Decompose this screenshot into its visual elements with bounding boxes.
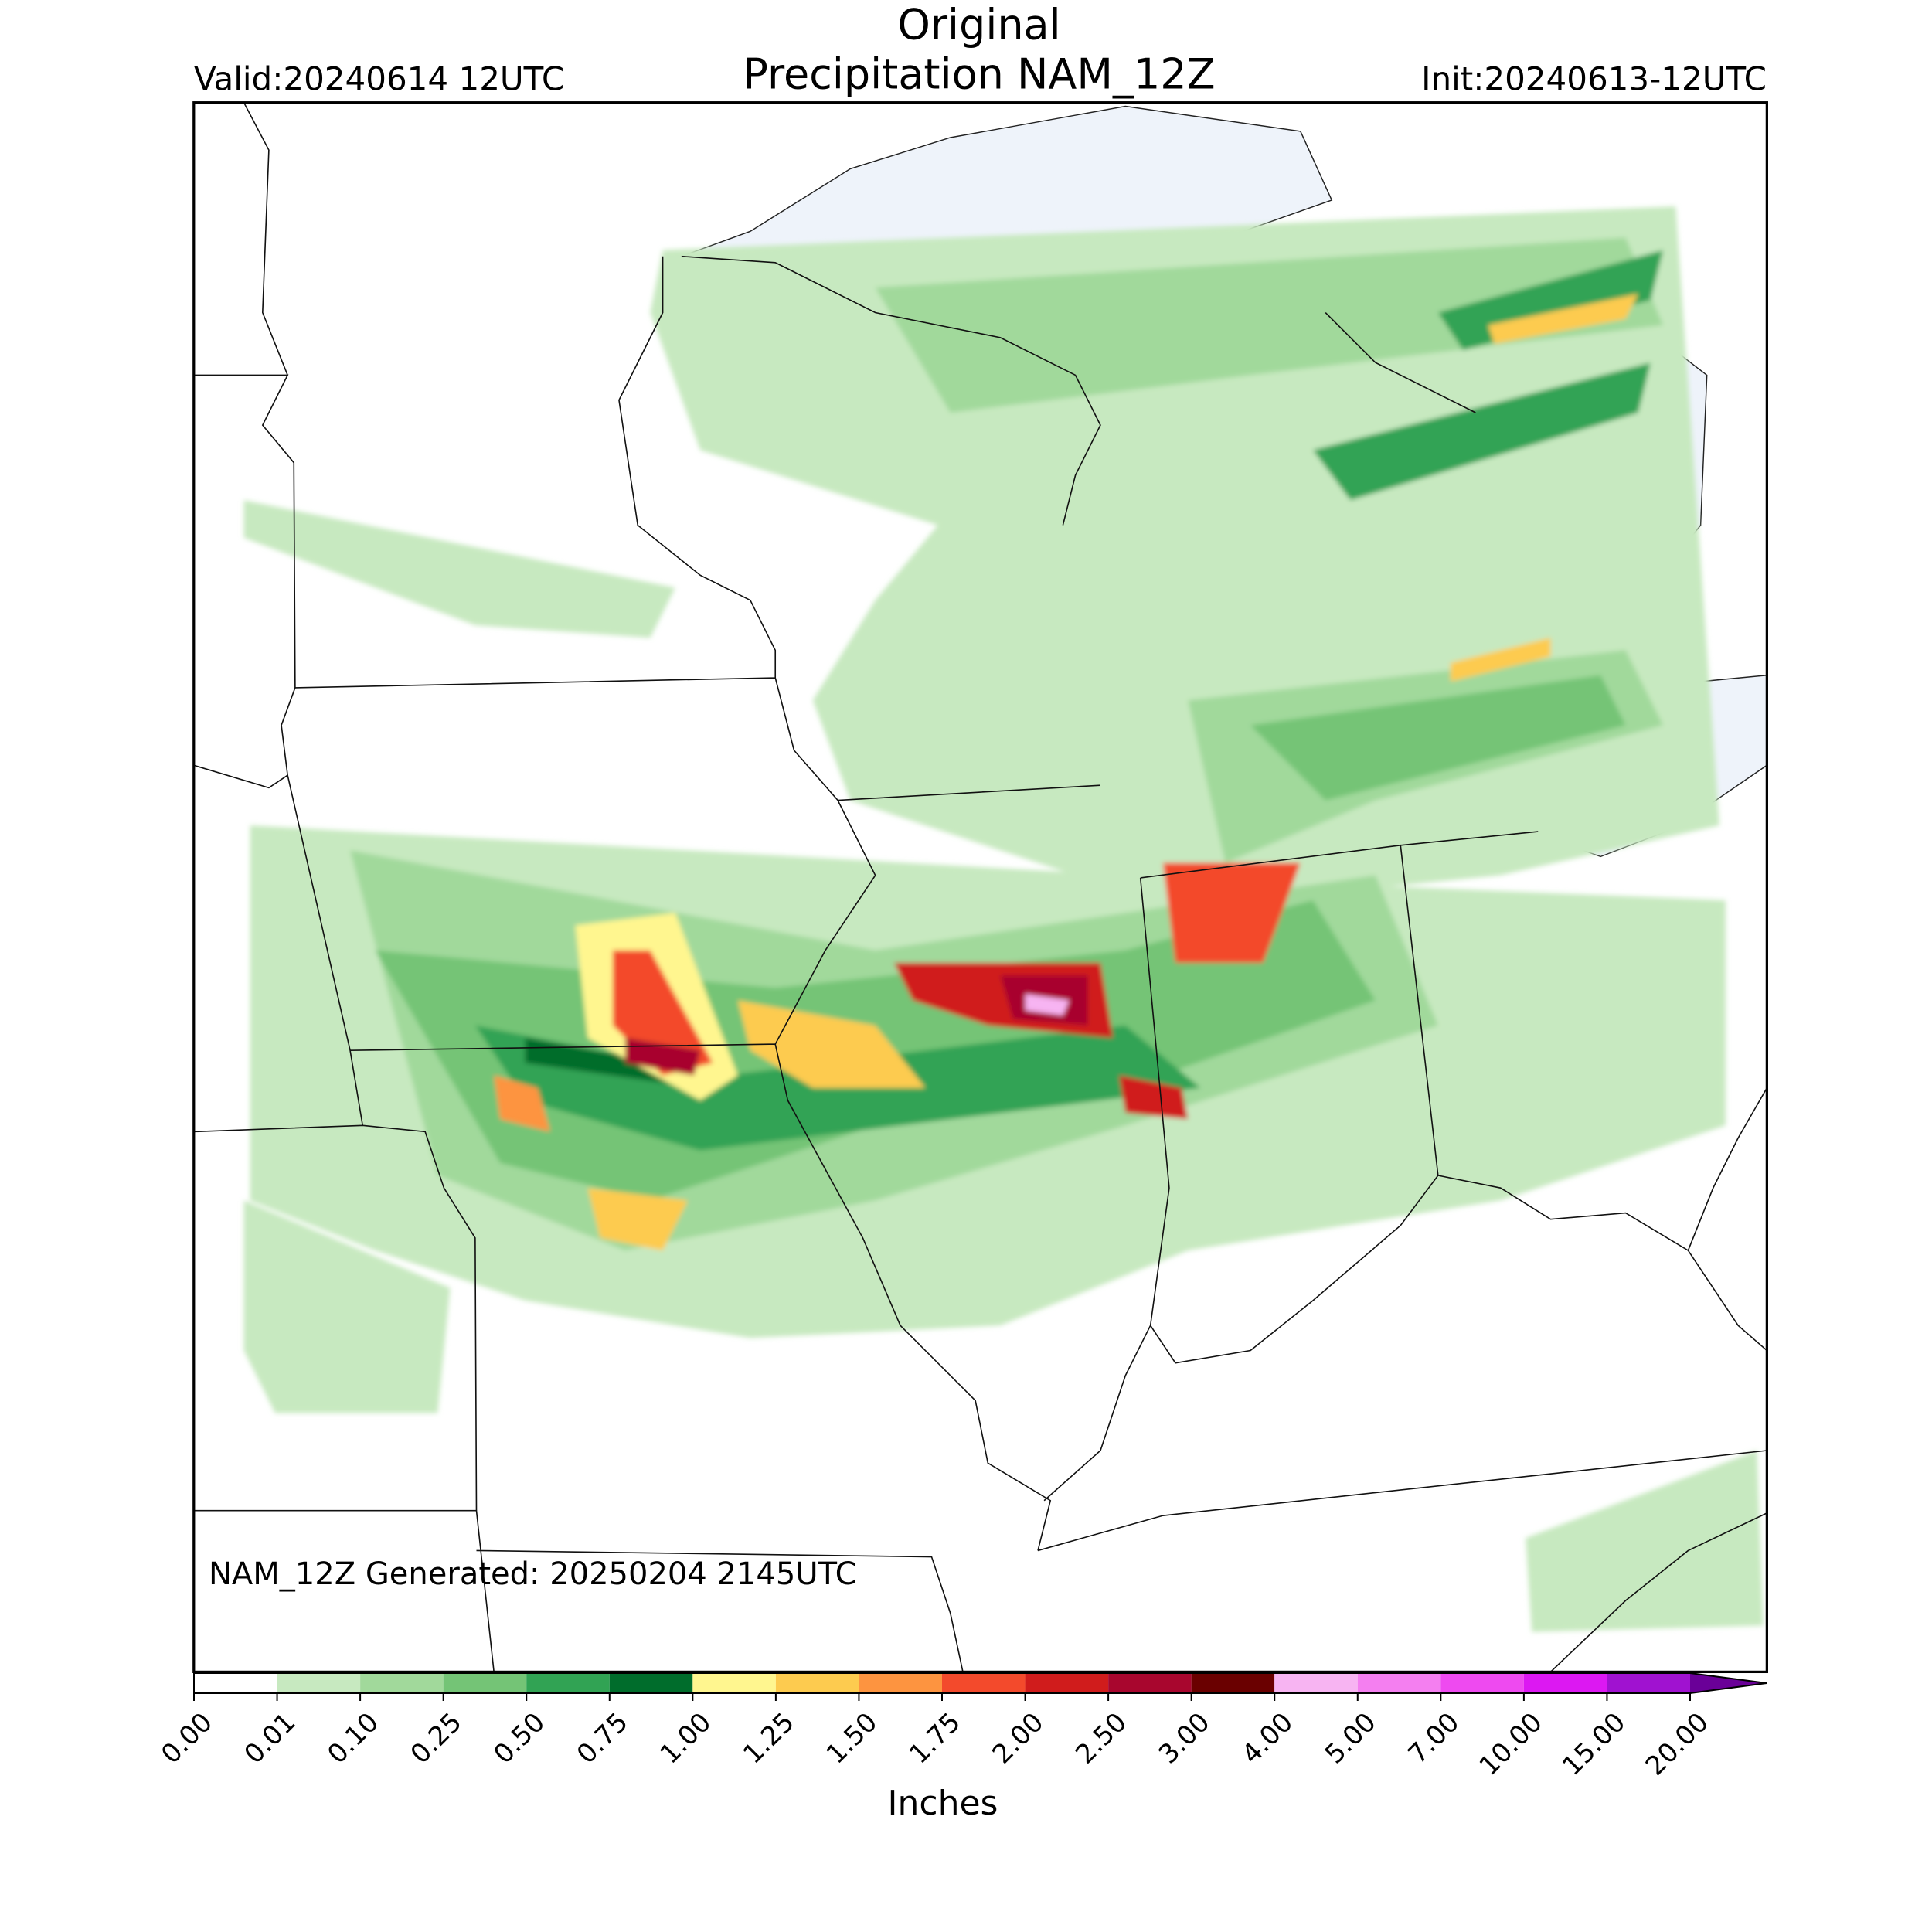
colorbar-bin [360,1673,444,1693]
title: Original [897,1,1060,49]
colorbar-bin [1523,1673,1607,1693]
colorbar-tick-label: 1.25 [737,1707,801,1770]
colorbar-bin [942,1673,1026,1693]
colorbar-bin [1191,1673,1275,1693]
colorbar-bin [1108,1673,1192,1693]
colorbar-bin [692,1673,776,1693]
colorbar: 0.00 0.01 0.10 0.25 0.50 0.75 1.00 1.25 1.50 1.75… [155,1672,1767,1782]
colorbar-tick-label: 5.00 [1319,1707,1383,1770]
colorbar-bin [194,1673,277,1693]
colorbar-label: Inches [888,1784,998,1823]
map [193,102,1767,1672]
colorbar-tick-label: 2.00 [987,1707,1050,1770]
colorbar-tick-label: 2.50 [1070,1707,1133,1770]
colorbar-bin [1607,1673,1690,1693]
subtitle: Precipitation NAM_12Z [743,50,1215,99]
colorbar-bin [1274,1673,1358,1693]
colorbar-bin [1025,1673,1109,1693]
colorbar-bin [277,1673,361,1693]
state-borders [193,102,1767,1672]
precip-field [243,206,1764,1632]
colorbar-tick-label: 0.50 [488,1707,551,1770]
map-frame [192,101,1768,1674]
colorbar-tick-label: 0.01 [239,1707,302,1770]
colorbar-tick-label: 10.00 [1474,1707,1549,1782]
colorbar-tick-label: 20.00 [1640,1707,1715,1782]
colorbar-tick-label: 0.10 [321,1707,385,1770]
colorbar-outline [193,1672,1767,1694]
colorbar-tick-label: 0.75 [571,1707,634,1770]
colorbar-bin [1357,1673,1441,1693]
colorbar-tick-label: 0.00 [155,1707,219,1770]
colorbar-tick-label: 1.75 [903,1707,967,1770]
colorbar-bin [526,1673,610,1693]
colorbar-tick-label: 15.00 [1556,1707,1631,1782]
colorbar-tick-label: 1.00 [654,1707,717,1770]
init-time: Init:20240613-12UTC [1421,60,1767,98]
colorbar-tick-label: 0.25 [405,1707,468,1770]
generated-note: NAM_12Z Generated: 20250204 2145UTC [209,1556,857,1592]
colorbar-tick-label: 4.00 [1236,1707,1299,1770]
colorbar-bin [443,1673,527,1693]
colorbar-bin [1440,1673,1524,1693]
valid-time: Valid:20240614 12UTC [194,60,564,98]
colorbar-tick-label: 3.00 [1153,1707,1216,1770]
colorbar-tick-label: 1.50 [821,1707,884,1770]
colorbar-tick-label: 7.00 [1402,1707,1465,1770]
colorbar-extend [1690,1673,1767,1693]
colorbar-bin [859,1673,942,1693]
colorbar-bin [609,1673,693,1693]
colorbar-bin [775,1673,859,1693]
